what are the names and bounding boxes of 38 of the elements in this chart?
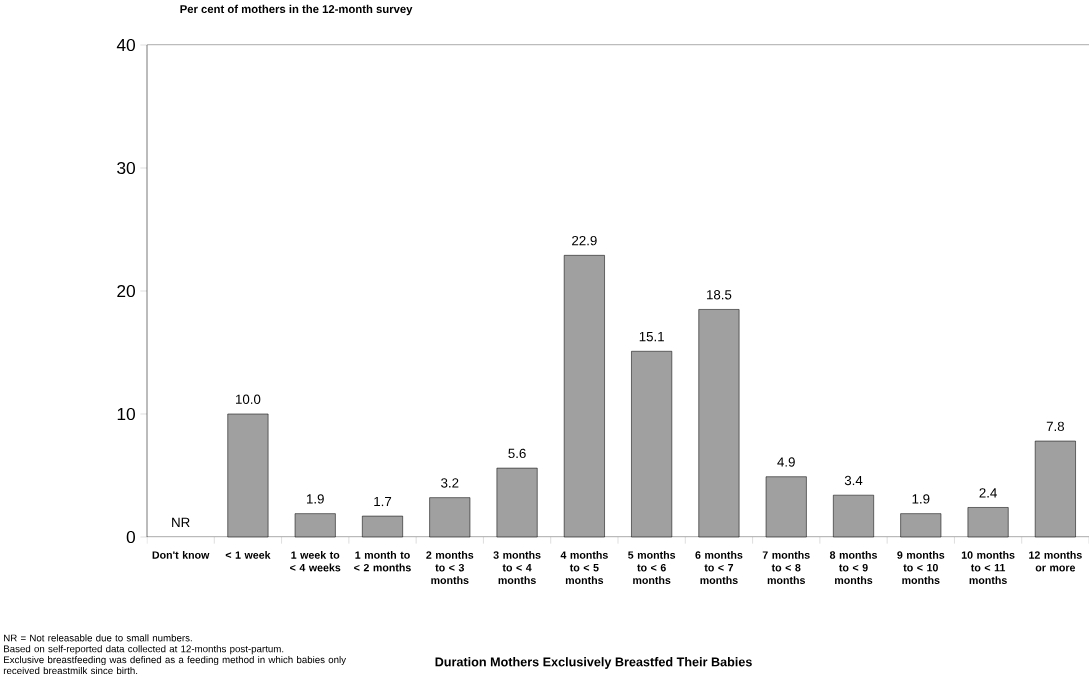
x-tick-label: 6 months to < 7 months bbox=[695, 550, 743, 585]
text: NR bbox=[172, 517, 190, 527]
data-label: 1.7 bbox=[374, 496, 392, 507]
data-label: 1.9 bbox=[307, 494, 324, 504]
x-tick-label: 4 months to < 5 months bbox=[560, 550, 608, 585]
data-label: 3.2 bbox=[441, 478, 459, 488]
data-label: 22.9 bbox=[572, 235, 597, 246]
data-label: 18.5 bbox=[707, 290, 732, 300]
data-label: 4.9 bbox=[777, 457, 795, 467]
x-tick-label: 1 week to < 4 weeks bbox=[290, 550, 341, 572]
data-label: 15.1 bbox=[639, 331, 664, 342]
data-label: 10.0 bbox=[236, 394, 261, 404]
y-tick-label: 30 bbox=[117, 161, 135, 175]
x-tick-label: 7 months to < 8 months bbox=[762, 550, 810, 585]
data-label: 5.6 bbox=[508, 448, 526, 459]
x-tick-label: 1 month to < 2 months bbox=[354, 550, 411, 572]
x-tick-label: 8 months to < 9 months bbox=[829, 550, 877, 585]
data-label: 1.9 bbox=[912, 494, 930, 504]
y-tick-label: 10 bbox=[117, 407, 135, 421]
x-tick-label: 9 months to < 10 months bbox=[897, 550, 945, 585]
x-tick-label: 10 months to < 11 months bbox=[961, 550, 1015, 585]
text: NR = Not releasable due to small numbers. bbox=[4, 634, 192, 642]
data-label: 7.8 bbox=[1046, 421, 1065, 432]
x-tick-label: 12 months or more bbox=[1029, 550, 1082, 572]
text: Exclusive breastfeeding was defined as a feeding method in which babies only received breastmilk since birth. bbox=[3, 656, 347, 675]
x-tick-label: 3 months to < 4 months bbox=[493, 550, 541, 585]
y-tick-label: 20 bbox=[117, 284, 135, 298]
y-axis-title: Per cent of mothers in the 12-month survey bbox=[180, 4, 413, 16]
data-label: 2.4 bbox=[979, 488, 997, 498]
text: Duration Mothers Exclusively Breastfed Their Babies bbox=[435, 657, 752, 669]
data-label: 3.4 bbox=[844, 475, 863, 486]
x-tick-label: < 1 week bbox=[225, 550, 271, 559]
x-tick-label: 5 months to < 6 months bbox=[628, 550, 676, 585]
x-tick-label: Don't know bbox=[152, 550, 210, 559]
y-tick-label: 40 bbox=[116, 38, 135, 52]
text: Based on self-reported data collected at 12-months post-partum. bbox=[4, 645, 284, 655]
x-tick-label: 2 months to < 3 months bbox=[426, 550, 474, 585]
y-tick-label: 0 bbox=[126, 530, 135, 544]
